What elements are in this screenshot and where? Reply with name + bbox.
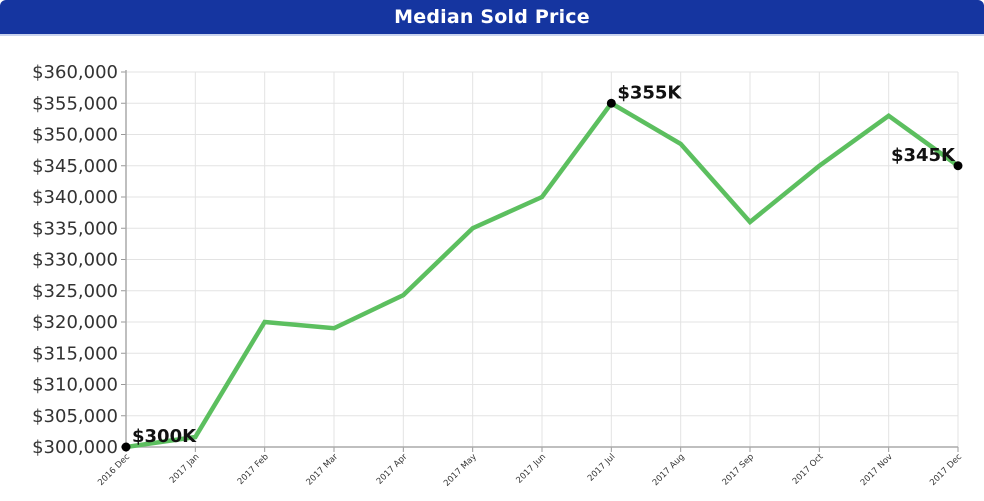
data-point (819, 165, 820, 166)
y-tick-label: $340,000 (32, 187, 118, 208)
data-point (750, 222, 751, 223)
data-point (334, 328, 335, 329)
x-tick-label: 2017 Apr (375, 452, 410, 487)
x-tick-label: 2017 Mar (305, 452, 341, 488)
series-line (125, 100, 960, 450)
y-tick-label: $345,000 (32, 156, 118, 177)
data-label: $300K (132, 426, 197, 447)
y-tick-label: $300,000 (32, 437, 118, 458)
x-tick-label: 2017 Jun (514, 452, 548, 486)
y-axis-ticks: $300,000 $305,000 $310,000 $315,000 $320,000… (32, 62, 118, 458)
data-point (403, 295, 404, 296)
x-tick-label: 2017 Jul (586, 452, 618, 484)
data-label: $355K (617, 82, 682, 103)
x-tick-label: 2017 Feb (236, 452, 271, 487)
data-labels: $300K $355K $345K (132, 82, 956, 447)
y-tick-label: $320,000 (32, 312, 118, 333)
axes (121, 70, 959, 452)
annotation-marker (953, 161, 963, 171)
x-tick-label: 2017 May (442, 452, 479, 489)
y-tick-label: $350,000 (32, 125, 118, 146)
data-label: $345K (891, 145, 956, 166)
y-tick-label: $355,000 (32, 93, 118, 114)
x-tick-label: 2017 Aug (651, 452, 687, 488)
data-point (888, 115, 889, 116)
x-tick-label: 2017 Dec (928, 452, 964, 488)
y-tick-label: $325,000 (32, 281, 118, 302)
markers-layer (121, 98, 963, 452)
data-point (680, 143, 681, 144)
x-tick-label: 2017 Sep (721, 452, 757, 488)
chart-header: Median Sold Price (0, 0, 984, 36)
y-tick-label: $305,000 (32, 406, 118, 427)
annotation-marker (606, 98, 616, 108)
y-tick-label: $315,000 (32, 343, 118, 364)
x-tick-label: 2017 Oct (791, 452, 826, 487)
data-point (264, 322, 265, 323)
x-tick-label: 2017 Nov (859, 452, 895, 488)
chart-title: Median Sold Price (394, 6, 590, 28)
series-layer (125, 100, 960, 450)
data-point (542, 197, 543, 198)
grid-lines (125, 71, 959, 448)
y-tick-label: $360,000 (32, 62, 118, 83)
annotation-marker (121, 442, 131, 452)
x-tick-label: 2017 Jan (168, 452, 202, 486)
x-axis-ticks: 2016 Dec 2017 Jan 2017 Feb 2017 Mar 2017 Apr… (96, 452, 964, 489)
y-tick-label: $335,000 (32, 218, 118, 239)
y-tick-label: $310,000 (32, 375, 118, 396)
y-tick-label: $330,000 (32, 250, 118, 271)
data-point (472, 228, 473, 229)
